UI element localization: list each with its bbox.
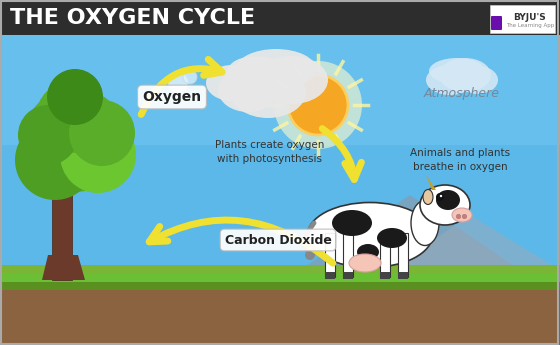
Ellipse shape: [420, 185, 470, 225]
Bar: [380, 272, 390, 279]
Circle shape: [47, 69, 103, 125]
Text: THE OXYGEN CYCLE: THE OXYGEN CYCLE: [10, 8, 255, 28]
Ellipse shape: [436, 190, 460, 210]
Circle shape: [15, 120, 95, 200]
Ellipse shape: [423, 189, 433, 205]
Text: BYJU'S: BYJU'S: [514, 12, 547, 21]
Bar: [343, 233, 353, 277]
Bar: [325, 272, 335, 279]
Ellipse shape: [206, 65, 258, 101]
Ellipse shape: [307, 203, 432, 267]
Bar: [325, 233, 335, 277]
FancyArrowPatch shape: [149, 220, 333, 263]
Ellipse shape: [426, 65, 474, 95]
Ellipse shape: [234, 57, 290, 97]
Circle shape: [18, 105, 78, 165]
Ellipse shape: [256, 56, 328, 104]
FancyArrowPatch shape: [141, 59, 222, 115]
Text: Atmosphere: Atmosphere: [424, 87, 500, 99]
Bar: [0, 288, 560, 345]
Ellipse shape: [411, 200, 439, 246]
Circle shape: [36, 81, 108, 153]
Ellipse shape: [439, 58, 491, 92]
Bar: [0, 265, 560, 290]
Polygon shape: [390, 215, 560, 270]
Text: The Learning App: The Learning App: [506, 22, 554, 28]
Bar: [0, 0, 560, 145]
Polygon shape: [426, 175, 436, 190]
Ellipse shape: [226, 57, 274, 93]
Ellipse shape: [236, 49, 316, 89]
Bar: [52, 185, 72, 280]
Bar: [0, 0, 560, 35]
Circle shape: [69, 100, 135, 166]
Circle shape: [305, 250, 315, 260]
Ellipse shape: [332, 210, 372, 236]
Text: Carbon Dioxide: Carbon Dioxide: [225, 234, 332, 246]
FancyBboxPatch shape: [491, 16, 502, 30]
Circle shape: [60, 117, 136, 193]
Ellipse shape: [218, 68, 278, 112]
Bar: [343, 272, 353, 279]
Circle shape: [440, 195, 442, 197]
Ellipse shape: [458, 66, 498, 94]
Ellipse shape: [230, 66, 306, 118]
Circle shape: [183, 70, 197, 84]
Ellipse shape: [377, 228, 407, 248]
Polygon shape: [42, 255, 85, 280]
Bar: [398, 272, 408, 279]
Bar: [490, 5, 555, 33]
Ellipse shape: [429, 58, 485, 84]
Circle shape: [436, 193, 444, 201]
Ellipse shape: [357, 244, 379, 260]
Text: Oxygen: Oxygen: [142, 90, 202, 104]
Bar: [0, 278, 560, 290]
Circle shape: [168, 73, 188, 93]
Circle shape: [23, 88, 127, 192]
Bar: [0, 274, 560, 282]
Text: Animals and plants
breathe in oxygen: Animals and plants breathe in oxygen: [410, 148, 510, 172]
FancyArrowPatch shape: [322, 129, 361, 179]
Circle shape: [288, 75, 348, 135]
Text: Plants create oxygen
with photosynthesis: Plants create oxygen with photosynthesis: [215, 140, 325, 164]
Bar: [398, 233, 408, 277]
Polygon shape: [300, 195, 520, 270]
Ellipse shape: [349, 254, 381, 272]
Ellipse shape: [452, 208, 472, 222]
Circle shape: [274, 61, 362, 149]
Bar: [0, 0, 560, 290]
Bar: [380, 233, 390, 277]
